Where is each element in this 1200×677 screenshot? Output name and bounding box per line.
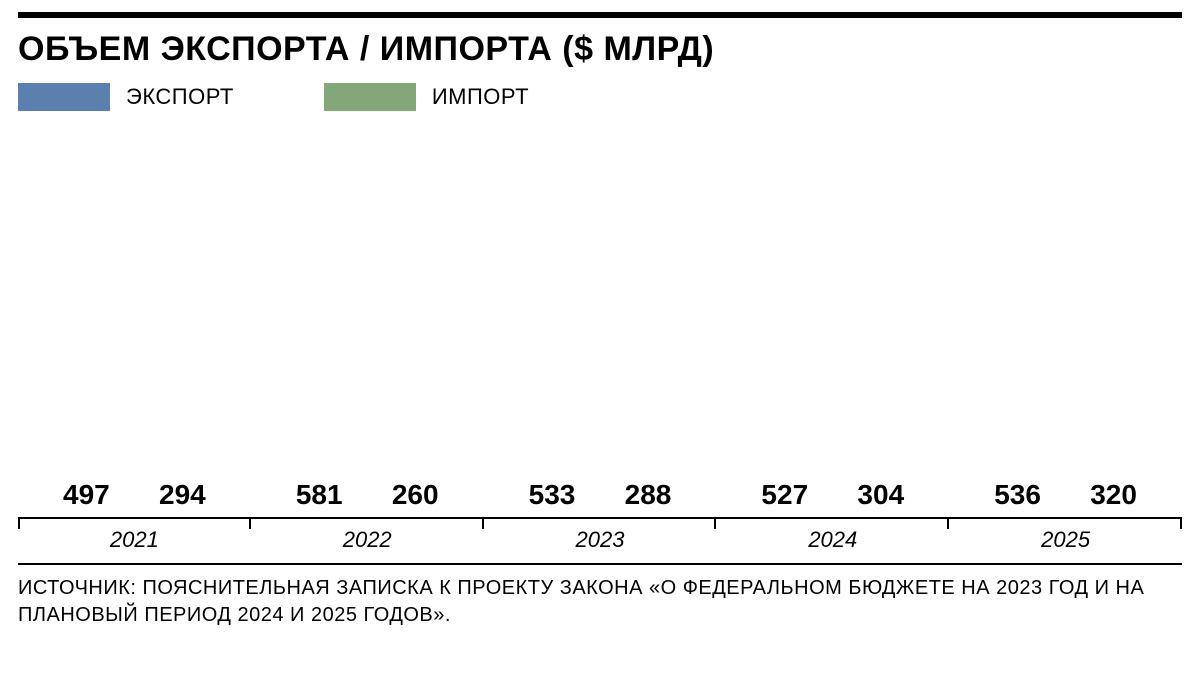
top-rule [18, 12, 1182, 18]
legend-item-export: ЭКСПОРТ [18, 83, 234, 111]
bar-export-value: 497 [63, 479, 110, 511]
legend-label-import: ИМПОРТ [432, 84, 529, 110]
x-tick: 2022 [251, 519, 484, 553]
legend-swatch-import [324, 83, 416, 111]
bar-group: 527 304 [716, 119, 949, 517]
bar-export-value: 527 [761, 479, 808, 511]
legend-label-export: ЭКСПОРТ [126, 84, 234, 110]
bar-import-value: 260 [392, 479, 439, 511]
x-tick-label: 2023 [576, 527, 625, 552]
bar-import-value: 288 [625, 479, 672, 511]
x-tick: 2024 [716, 519, 949, 553]
bar-group: 533 288 [484, 119, 717, 517]
x-tick: 2021 [18, 519, 251, 553]
bar-group: 497 294 [18, 119, 251, 517]
bar-import-value: 320 [1090, 479, 1137, 511]
bar-group: 581 260 [251, 119, 484, 517]
chart-title: ОБЪЕМ ЭКСПОРТА / ИМПОРТА ($ МЛРД) [18, 30, 1182, 69]
plot-area: 497 294 581 260 533 288 527 304 536 320 [18, 119, 1182, 519]
bar-import-value: 294 [159, 479, 206, 511]
x-tick: 2025 [949, 519, 1182, 553]
bar-import-value: 304 [857, 479, 904, 511]
bar-export-value: 533 [529, 479, 576, 511]
x-tick: 2023 [484, 519, 717, 553]
source-note: ИСТОЧНИК: ПОЯСНИТЕЛЬНАЯ ЗАПИСКА К ПРОЕКТ… [18, 575, 1182, 629]
bar-export-value: 536 [994, 479, 1041, 511]
x-axis: 2021 2022 2023 2024 2025 [18, 519, 1182, 565]
bar-groups: 497 294 581 260 533 288 527 304 536 320 [18, 119, 1182, 517]
bar-export-value: 581 [296, 479, 343, 511]
legend: ЭКСПОРТ ИМПОРТ [18, 83, 1182, 111]
chart: 497294581260533288527304536320 202120222… [18, 119, 1182, 565]
bar-group: 536 320 [949, 119, 1182, 517]
x-tick-label: 2025 [1041, 527, 1090, 552]
x-tick-label: 2021 [110, 527, 159, 552]
x-tick-label: 2022 [343, 527, 392, 552]
legend-swatch-export [18, 83, 110, 111]
x-tick-label: 2024 [808, 527, 857, 552]
legend-item-import: ИМПОРТ [324, 83, 529, 111]
